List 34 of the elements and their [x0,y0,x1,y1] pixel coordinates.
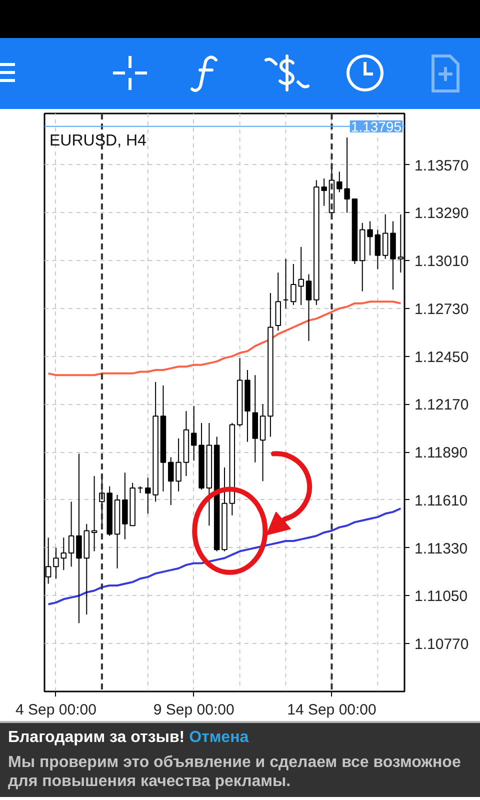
candlestick [382,214,388,260]
line-series [47,300,402,376]
y-tick-label: 1.12450 [414,348,469,366]
candlestick [60,537,67,571]
y-tick-label: 1.13010 [414,253,469,270]
y-tick-label: 1.13290 [414,205,469,222]
candlestick [53,547,59,580]
y-tick-label: 1.10770 [414,636,469,654]
y-tick-label: 1.12730 [414,300,469,318]
candlestick [306,274,312,342]
text: Отмена [189,729,249,746]
candlestick [374,229,381,270]
y-tick-label: 1.11330 [414,540,468,558]
y-tick-label: 1.11890 [414,444,468,462]
candlestick [76,453,82,624]
candlestick [260,404,266,482]
candlestick [190,405,197,462]
candlestick [68,501,74,568]
text: Мы проверим это объявление и сделаем все возможное для повышения качества рекламы. [8,753,462,791]
x-tick-label: 4 Sep 00:00 [16,702,96,718]
x-tick-label: 9 Sep 00:00 [153,702,234,718]
line-series [47,508,402,606]
candlestick [91,476,98,552]
y-tick-label: 1.12170 [414,396,469,414]
ref-line-label: 1.13795 [350,118,402,134]
text: EURUSD, H4 [50,132,147,150]
x-tick-label: 14 Sep 00:00 [287,702,376,718]
y-tick-label: 1.11610 [414,492,468,510]
candlestick [282,258,289,309]
y-tick-label: 1.13570 [414,157,469,174]
candlestick [367,220,373,256]
candlestick [275,272,281,332]
text: Благодарим за отзыв! [8,729,185,746]
y-tick-label: 1.11050 [414,588,468,606]
